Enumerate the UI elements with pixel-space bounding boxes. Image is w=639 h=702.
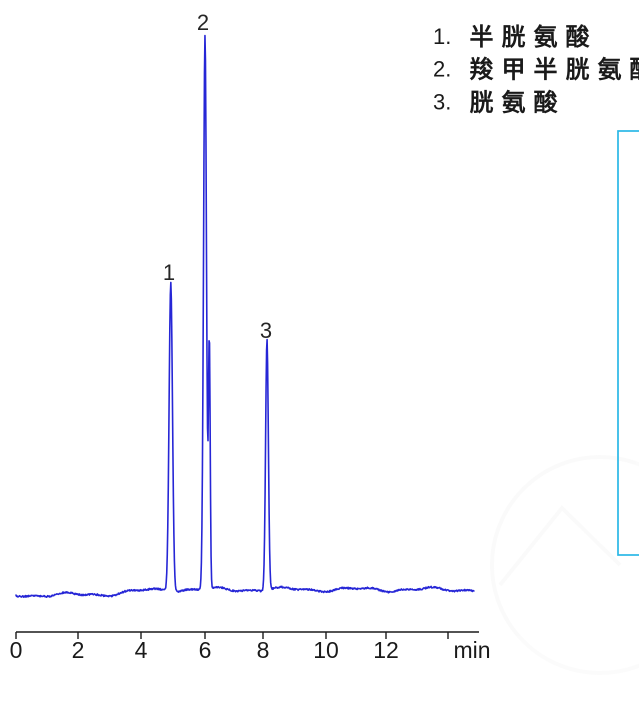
svg-text:3.: 3.	[433, 89, 451, 114]
svg-text:8: 8	[257, 637, 270, 663]
svg-text:6: 6	[199, 637, 212, 663]
svg-text:0: 0	[10, 637, 23, 663]
svg-text:羧甲半胱氨酸: 羧甲半胱氨酸	[470, 56, 639, 84]
svg-text:胱氨酸: 胱氨酸	[470, 89, 566, 116]
svg-text:12: 12	[373, 637, 399, 663]
svg-text:10: 10	[313, 637, 339, 663]
svg-text:min: min	[453, 637, 490, 663]
svg-text:1: 1	[163, 260, 175, 285]
svg-text:半胱氨酸: 半胱氨酸	[470, 24, 598, 51]
svg-text:3: 3	[260, 318, 272, 343]
svg-text:2: 2	[72, 637, 85, 663]
svg-text:2.: 2.	[433, 57, 451, 82]
svg-text:2: 2	[197, 10, 209, 35]
svg-text:4: 4	[135, 637, 148, 663]
svg-text:1.: 1.	[433, 24, 451, 49]
